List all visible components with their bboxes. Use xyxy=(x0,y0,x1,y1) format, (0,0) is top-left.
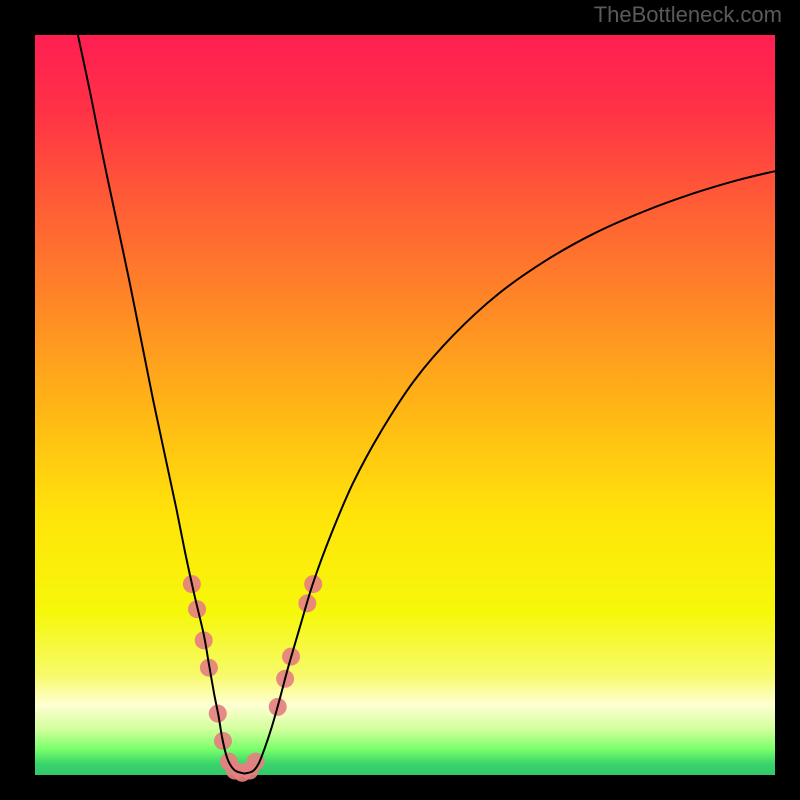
watermark-text: TheBottleneck.com xyxy=(594,2,782,28)
chart-stage: TheBottleneck.com xyxy=(0,0,800,800)
curve-layer xyxy=(0,0,800,800)
right-curve xyxy=(244,171,775,773)
left-curve xyxy=(78,35,245,774)
markers-group xyxy=(183,575,322,782)
